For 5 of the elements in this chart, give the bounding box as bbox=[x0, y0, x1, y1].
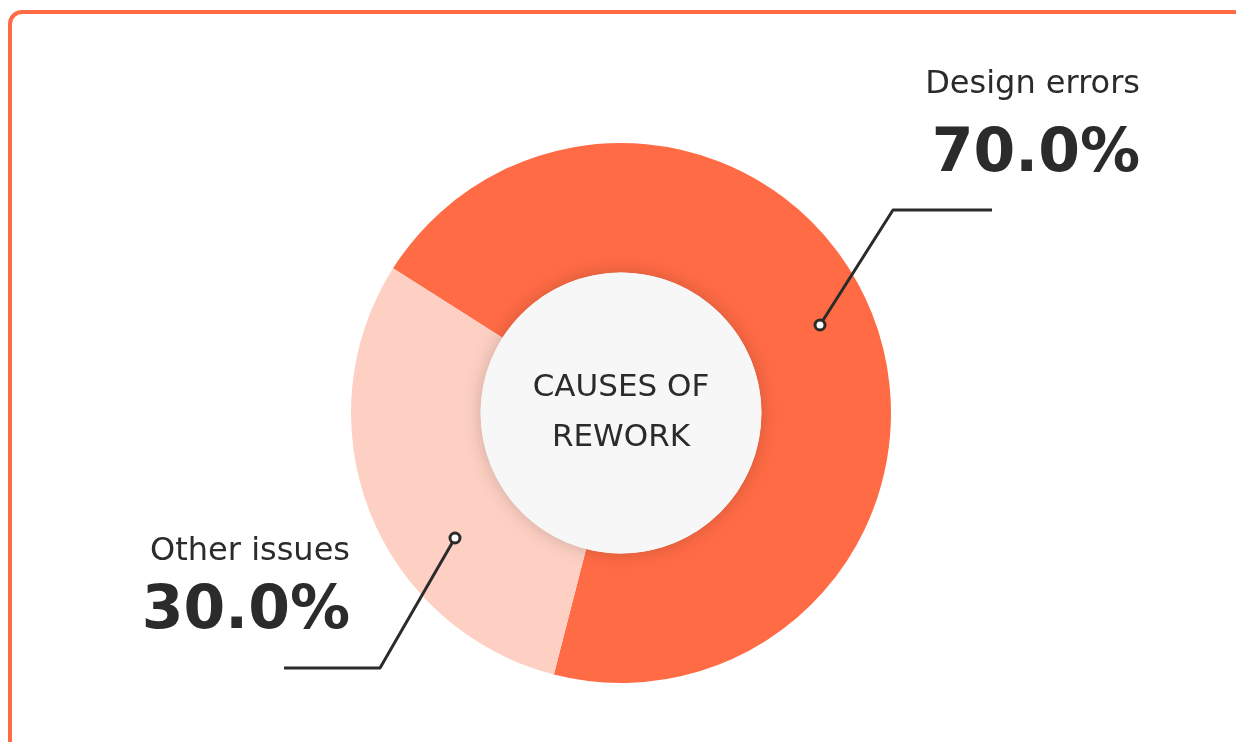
data-label: 70.0% bbox=[931, 114, 1140, 185]
slice-label: Other issues bbox=[150, 530, 350, 569]
slice-label: Design errors bbox=[925, 63, 1140, 102]
data-label: 30.0% bbox=[141, 571, 350, 642]
text: CAUSES OF REWORK bbox=[532, 367, 710, 454]
